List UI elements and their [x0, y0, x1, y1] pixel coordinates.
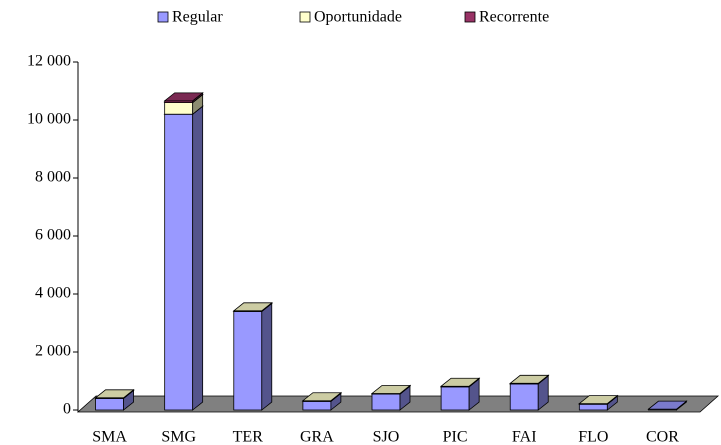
- bar-segment: [164, 113, 194, 411]
- bar-top: [578, 395, 619, 405]
- bar-top: [509, 374, 550, 384]
- x-tick-label: SJO: [373, 429, 400, 445]
- legend-swatch: [299, 11, 311, 23]
- legend-label: Oportunidade: [314, 9, 402, 26]
- x-tick-label: COR: [646, 429, 679, 445]
- x-tick-label: PIC: [443, 429, 468, 445]
- x-tick-label: FLO: [578, 429, 608, 445]
- y-tick-label: 10 000: [27, 111, 71, 128]
- bar-segment: [95, 397, 124, 411]
- bar-segment: [164, 102, 194, 115]
- y-tick-label: 0: [63, 401, 71, 418]
- y-tick-label: 2 000: [35, 343, 71, 360]
- bar-top: [163, 92, 204, 102]
- bar-segment: [578, 403, 608, 411]
- x-tick-label: SMA: [92, 429, 127, 445]
- bar-top: [439, 377, 481, 387]
- bar-top: [647, 400, 688, 410]
- x-tick-label: FAI: [512, 429, 537, 445]
- legend-swatch: [464, 11, 476, 23]
- y-tick-label: 12 000: [27, 53, 71, 70]
- bar-segment: [233, 310, 263, 411]
- legend-swatch: [157, 11, 169, 23]
- legend-label: Recorrente: [479, 9, 549, 26]
- bar-top: [94, 389, 135, 399]
- bar-top: [370, 385, 412, 394]
- bar-top: [232, 302, 273, 312]
- x-tick-label: GRA: [300, 429, 334, 445]
- y-tick-label: 6 000: [35, 227, 71, 244]
- bar-top: [301, 392, 343, 402]
- legend-label: Regular: [172, 9, 223, 26]
- x-tick-label: SMG: [161, 429, 196, 445]
- bar-segment: [371, 393, 401, 411]
- y-tick-label: 8 000: [35, 169, 71, 186]
- bar-segment: [509, 383, 539, 411]
- bar-side: [261, 302, 273, 411]
- bar-side: [192, 105, 204, 411]
- x-tick-label: TER: [233, 429, 264, 445]
- bar-segment: [440, 386, 470, 411]
- y-tick-label: 4 000: [35, 285, 71, 302]
- bar-segment: [302, 400, 332, 411]
